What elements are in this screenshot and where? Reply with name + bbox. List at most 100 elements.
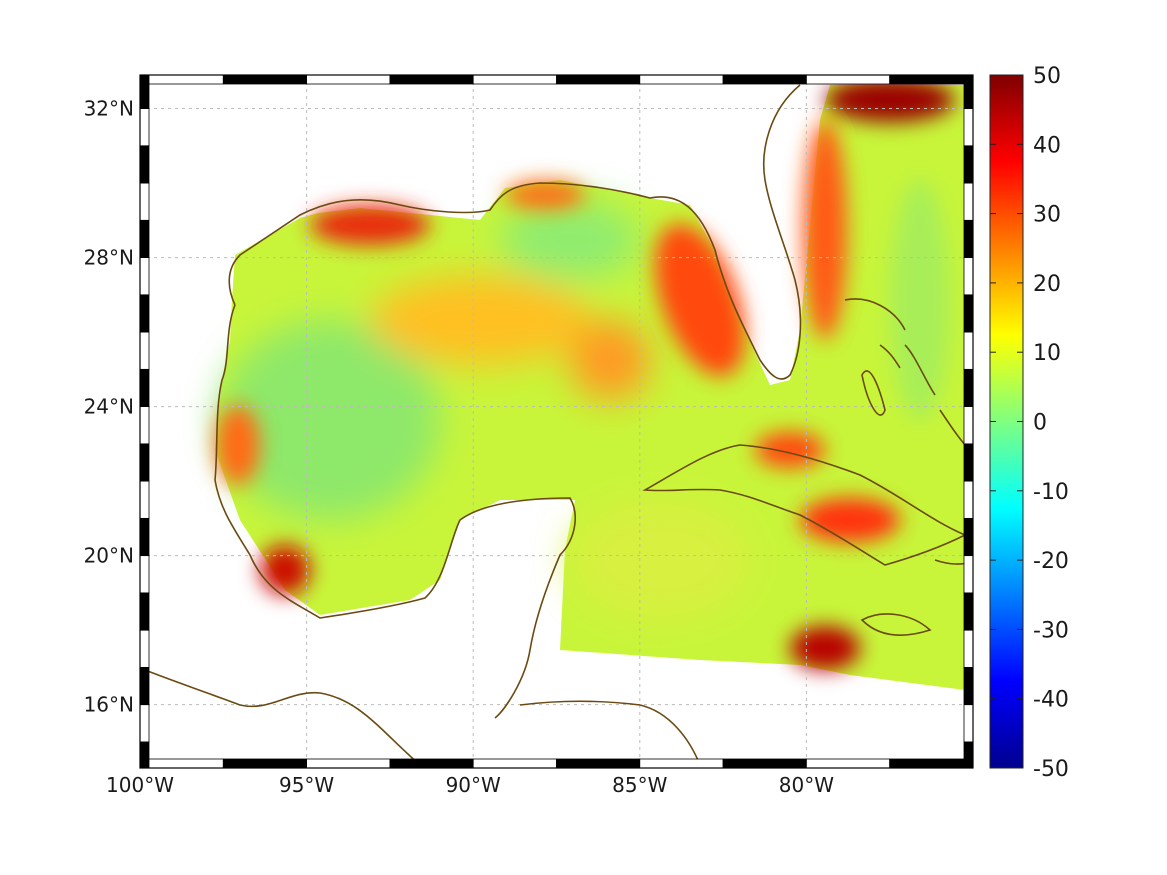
frame-band-right-17 — [963, 108, 974, 147]
gulf-stream-high — [803, 120, 847, 340]
x-tick-label-2: 90°W — [446, 773, 501, 797]
frame-band-left-12 — [139, 294, 150, 333]
frame-band-right-6 — [963, 517, 974, 557]
frame-band-right-2 — [963, 667, 974, 706]
x-tick-label-3: 85°W — [612, 773, 667, 797]
frame-band-right-18 — [963, 74, 974, 109]
plot-frame — [139, 74, 974, 769]
jamaica-outline — [860, 613, 932, 636]
frame-band-left-7 — [139, 480, 150, 519]
frame-band-left-18 — [139, 74, 150, 109]
y-tick-label-4: 16°N — [84, 693, 134, 717]
frame-band-bottom-1 — [222, 758, 308, 769]
frame-band-bottom-5 — [556, 758, 641, 769]
frame-band-bottom-4 — [472, 758, 557, 769]
colorbar-tick-label-9: -40 — [1033, 688, 1069, 713]
bahamas-andros — [861, 370, 886, 416]
colorbar-tick-label-6: -10 — [1033, 480, 1069, 505]
colorbar-tick-label-3: 20 — [1033, 272, 1061, 297]
central-america-coast — [139, 667, 421, 766]
frame-band-right-16 — [963, 145, 974, 184]
louisiana-shelf-high — [310, 205, 430, 245]
central-gulf-high — [370, 275, 590, 365]
frame-band-bottom-0 — [139, 758, 224, 769]
frame-band-left-2 — [139, 667, 150, 706]
frame-band-top-8 — [806, 74, 891, 85]
honduras-coast — [519, 700, 701, 766]
frame-band-right-8 — [963, 443, 974, 482]
frame-band-top-2 — [306, 74, 391, 85]
coastlines — [139, 84, 974, 766]
frame-band-left-14 — [139, 219, 150, 258]
frame-band-top-5 — [556, 74, 641, 85]
colorbar-tick-label-7: -20 — [1033, 549, 1069, 574]
data-field — [215, 78, 965, 690]
frame-band-left-13 — [139, 257, 150, 296]
frame-band-left-9 — [139, 406, 150, 445]
frame-band-right-4 — [963, 592, 974, 631]
y-tick-label-1: 28°N — [84, 246, 134, 270]
frame-band-left-5 — [139, 555, 150, 594]
frame-band-left-6 — [139, 517, 150, 557]
x-tick-label-4: 80°W — [779, 773, 834, 797]
mexico-east-coast — [214, 304, 576, 719]
colorbar-tick-label-2: 30 — [1033, 203, 1061, 228]
frame-band-right-0 — [963, 741, 974, 769]
frame-band-bottom-6 — [639, 758, 724, 769]
x-axis-labels: 100°W 95°W 90°W 85°W 80°W — [106, 773, 834, 797]
colorbar-tick-label-5: 0 — [1033, 411, 1047, 436]
frame-band-left-0 — [139, 741, 150, 769]
y-tick-label-2: 24°N — [84, 395, 134, 419]
y-axis-labels: 32°N 28°N 24°N 20°N 16°N — [84, 97, 134, 717]
frame-band-top-1 — [222, 74, 308, 85]
frame-band-left-10 — [139, 368, 150, 407]
cuba-north-high — [755, 432, 825, 468]
frame-band-right-10 — [963, 368, 974, 407]
western-gulf-low — [220, 320, 440, 520]
frame-band-right-15 — [963, 182, 974, 221]
frame-band-right-5 — [963, 555, 974, 594]
frame-band-right-12 — [963, 294, 974, 333]
frame-band-right-7 — [963, 480, 974, 519]
frame-band-bottom-2 — [306, 758, 391, 769]
colorbar-tick-label-1: 40 — [1033, 133, 1061, 158]
loop-current-high — [570, 320, 650, 400]
frame-band-bottom-3 — [389, 758, 474, 769]
colorbar: 50 40 30 20 10 0 -10 -20 -30 -40 -50 — [989, 64, 1069, 782]
y-tick-label-3: 20°N — [84, 544, 134, 568]
x-tick-label-1: 95°W — [279, 773, 334, 797]
frame-band-left-8 — [139, 443, 150, 482]
frame-band-left-16 — [139, 145, 150, 184]
frame-band-right-3 — [963, 629, 974, 668]
frame-outline — [139, 74, 974, 769]
frame-band-top-0 — [139, 74, 224, 85]
frame-band-top-3 — [389, 74, 474, 85]
frame-band-bottom-8 — [806, 758, 891, 769]
frame-band-top-9 — [889, 74, 974, 85]
x-tick-label-0: 100°W — [106, 773, 174, 797]
colorbar-tick-label-0: 50 — [1033, 64, 1061, 89]
west-florida-shelf-high — [655, 223, 745, 377]
frame-band-left-17 — [139, 108, 150, 147]
frame-band-right-11 — [963, 331, 974, 370]
frame-band-right-13 — [963, 257, 974, 296]
frame-band-right-14 — [963, 219, 974, 258]
colorbar-ticks: 50 40 30 20 10 0 -10 -20 -30 -40 -50 — [990, 64, 1069, 782]
frame-band-left-3 — [139, 629, 150, 668]
y-tick-label-0: 32°N — [84, 97, 134, 121]
frame-band-left-4 — [139, 592, 150, 631]
frame-band-top-7 — [722, 74, 807, 85]
carolina-high — [825, 78, 955, 122]
frame-band-left-15 — [139, 182, 150, 221]
colorbar-tick-label-8: -30 — [1033, 618, 1069, 643]
frame-band-bottom-9 — [889, 758, 974, 769]
cuba-south-high — [800, 498, 900, 542]
field-features — [220, 200, 750, 620]
frame-band-left-11 — [139, 331, 150, 370]
yucatan-basin-low — [570, 500, 750, 620]
bay-of-campeche-high — [260, 545, 310, 595]
bahamas-islands — [844, 298, 969, 449]
colorbar-tick-label-10: -50 — [1033, 757, 1069, 782]
northeast-gulf-low — [500, 200, 640, 280]
